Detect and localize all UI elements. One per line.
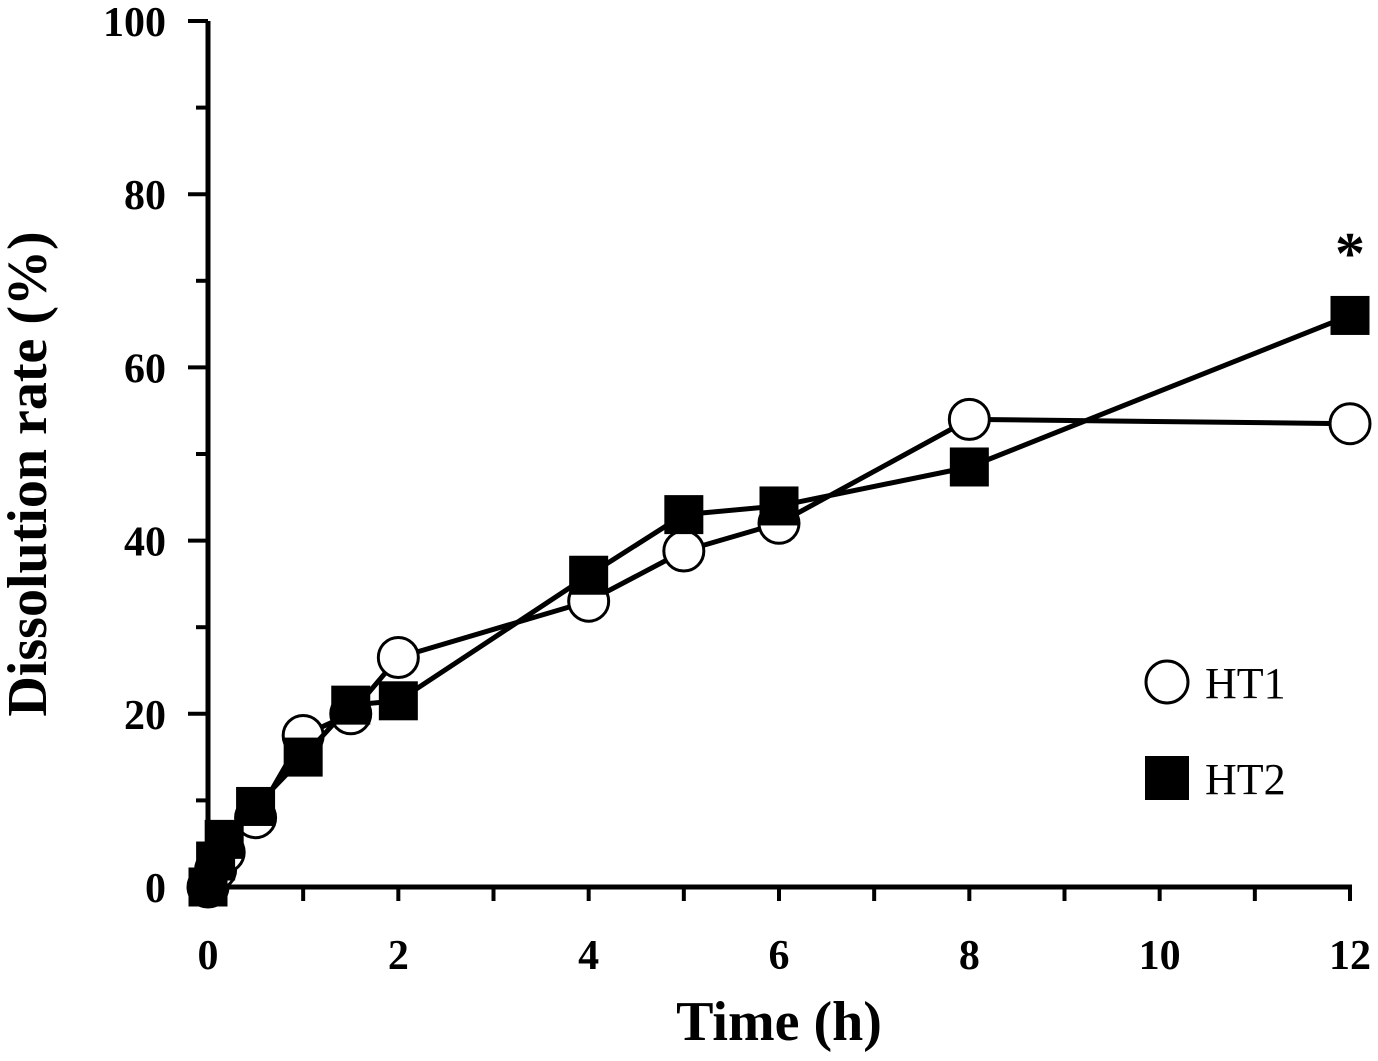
x-tick-label: 12	[1329, 933, 1371, 979]
ticks: 0 20 40 60 80 100 0 2 4 6 8 10 12	[103, 0, 1371, 979]
annotations: *	[1335, 220, 1365, 286]
y-axis-title: Dissolution rate (%)	[0, 231, 59, 716]
series	[186, 295, 1372, 909]
x-tick-label: 2	[388, 933, 409, 979]
data-point-ht1	[1328, 402, 1372, 446]
x-tick-label: 8	[959, 933, 980, 979]
x-tick-label: 4	[578, 933, 599, 979]
y-tick-label: 60	[124, 346, 166, 392]
data-point-ht2	[204, 819, 244, 859]
y-tick-label: 20	[124, 693, 166, 739]
data-point-ht1	[662, 529, 706, 573]
legend-marker-circle	[1144, 659, 1190, 705]
data-point-ht1	[947, 397, 991, 441]
legend-marker-square	[1145, 756, 1189, 800]
legend-label-ht2: HT2	[1205, 755, 1286, 804]
significance-asterisk: *	[1335, 220, 1365, 286]
legend: HT1 HT2	[1144, 659, 1286, 804]
data-point-ht2	[759, 486, 799, 526]
data-point-ht2	[378, 681, 418, 721]
data-point-ht2	[236, 786, 276, 826]
data-point-ht1	[376, 636, 420, 680]
y-tick-label: 80	[124, 173, 166, 219]
y-tick-label: 0	[145, 866, 166, 912]
y-tick-label: 100	[103, 0, 166, 46]
data-point-ht2	[283, 737, 323, 777]
legend-label-ht1: HT1	[1205, 659, 1286, 708]
series-line-ht2	[205, 313, 1351, 888]
data-point-ht2	[331, 685, 371, 725]
legend-item-ht1: HT1	[1144, 659, 1286, 708]
data-point-ht2	[664, 495, 704, 535]
x-axis-title: Time (h)	[676, 991, 882, 1053]
series-ht2	[188, 295, 1370, 907]
y-tick-label: 40	[124, 520, 166, 566]
legend-item-ht2: HT2	[1145, 755, 1286, 804]
series-ht1	[186, 397, 1372, 909]
data-point-ht2	[569, 555, 609, 595]
x-tick-label: 10	[1139, 933, 1181, 979]
x-tick-label: 0	[198, 933, 219, 979]
x-tick-label: 6	[769, 933, 790, 979]
data-point-ht2	[1330, 295, 1370, 335]
data-point-ht2	[949, 447, 989, 487]
